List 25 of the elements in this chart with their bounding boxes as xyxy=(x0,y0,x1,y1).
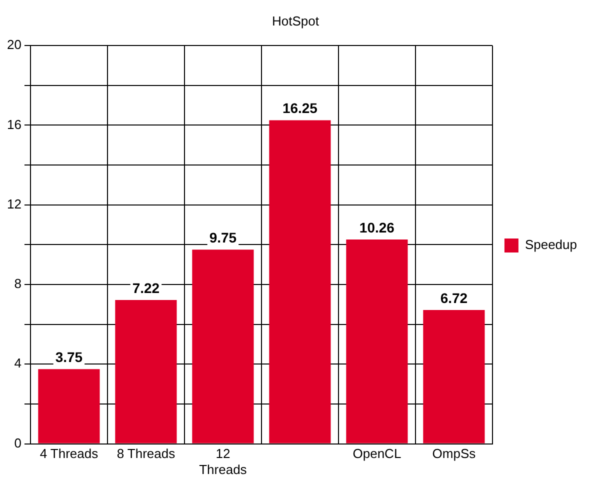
bar xyxy=(115,300,177,444)
data-label: 10.26 xyxy=(359,219,395,236)
x-tick-label: 12 Threads xyxy=(199,446,248,477)
data-label: 9.75 xyxy=(209,230,237,246)
chart-title: HotSpot xyxy=(272,13,320,28)
y-tick-label: 20 xyxy=(6,37,22,52)
bar xyxy=(269,120,331,444)
data-label: 6.72 xyxy=(440,290,468,306)
legend-label: Speedup xyxy=(524,237,578,252)
x-tick-label: 4 Threads xyxy=(40,446,99,462)
y-tick-label: 12 xyxy=(6,196,22,212)
data-label: 7.22 xyxy=(132,280,160,296)
data-label: 3.75 xyxy=(55,348,83,365)
bar xyxy=(346,240,408,444)
data-label: 16.25 xyxy=(282,100,318,116)
y-tick-label: 16 xyxy=(6,116,22,132)
x-tick-label: 8 Threads xyxy=(116,446,176,462)
y-tick-label: 0 xyxy=(14,435,22,450)
bar xyxy=(192,250,254,444)
x-tick-label: OpenCL xyxy=(352,446,402,462)
bar xyxy=(423,310,485,444)
x-tick-label: OmpSs xyxy=(432,446,476,462)
y-tick-label: 4 xyxy=(14,356,22,371)
bar xyxy=(38,369,100,444)
y-tick-label: 8 xyxy=(14,276,22,292)
